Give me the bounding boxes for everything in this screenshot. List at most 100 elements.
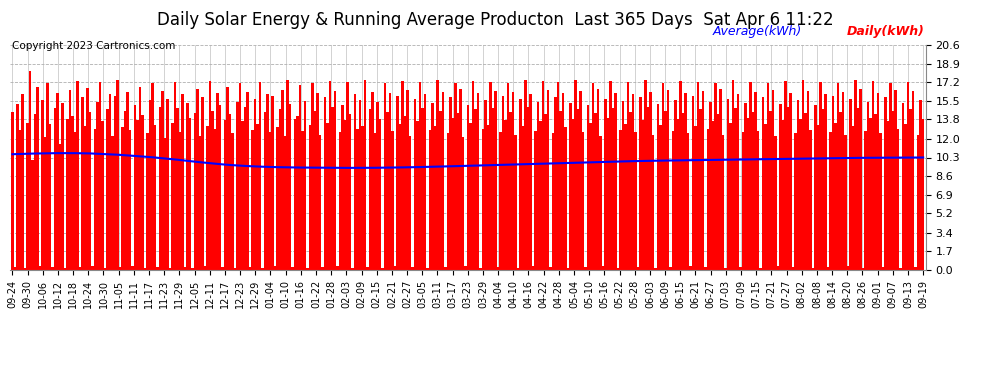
Bar	[366, 267, 369, 270]
Bar	[461, 137, 464, 270]
Bar	[551, 134, 554, 270]
Bar	[153, 125, 156, 270]
Bar	[635, 132, 637, 270]
Bar	[429, 130, 432, 270]
Bar	[14, 267, 16, 270]
Bar	[104, 268, 106, 270]
Bar	[587, 105, 589, 270]
Bar	[514, 135, 517, 270]
Bar	[11, 112, 14, 270]
Bar	[486, 125, 489, 270]
Bar	[371, 92, 374, 270]
Bar	[749, 82, 751, 270]
Bar	[489, 82, 492, 270]
Bar	[844, 135, 846, 270]
Bar	[877, 93, 879, 270]
Bar	[219, 105, 222, 270]
Bar	[920, 100, 922, 270]
Bar	[507, 83, 509, 270]
Bar	[324, 98, 327, 270]
Bar	[314, 111, 317, 270]
Bar	[707, 129, 709, 270]
Bar	[599, 136, 602, 270]
Bar	[319, 135, 322, 270]
Bar	[99, 82, 101, 270]
Bar	[504, 120, 507, 270]
Bar	[211, 111, 214, 270]
Bar	[532, 266, 534, 270]
Bar	[602, 266, 604, 270]
Bar	[761, 98, 764, 270]
Bar	[106, 110, 109, 270]
Bar	[874, 114, 877, 270]
Bar	[759, 268, 761, 270]
Bar	[756, 131, 759, 270]
Bar	[166, 99, 168, 270]
Bar	[279, 110, 281, 270]
Bar	[232, 134, 234, 270]
Bar	[735, 108, 737, 270]
Bar	[915, 267, 917, 270]
Bar	[73, 132, 76, 270]
Bar	[812, 268, 815, 270]
Bar	[419, 82, 422, 270]
Bar	[274, 266, 276, 270]
Bar	[476, 93, 479, 270]
Bar	[201, 98, 204, 270]
Bar	[306, 268, 309, 270]
Bar	[777, 266, 779, 270]
Bar	[134, 105, 137, 270]
Bar	[894, 90, 897, 270]
Bar	[807, 91, 809, 270]
Bar	[589, 123, 592, 270]
Bar	[379, 119, 381, 270]
Bar	[684, 93, 687, 270]
Bar	[846, 266, 849, 270]
Bar	[247, 92, 248, 270]
Bar	[63, 268, 66, 270]
Bar	[864, 131, 867, 270]
Bar	[163, 138, 166, 270]
Bar	[286, 80, 289, 270]
Bar	[94, 129, 96, 270]
Bar	[147, 134, 148, 270]
Bar	[256, 124, 258, 270]
Bar	[862, 268, 864, 270]
Bar	[569, 103, 571, 270]
Bar	[296, 116, 299, 270]
Bar	[422, 108, 424, 270]
Bar	[68, 90, 71, 270]
Bar	[222, 267, 224, 270]
Bar	[66, 119, 68, 270]
Bar	[751, 112, 754, 270]
Bar	[772, 90, 774, 270]
Bar	[546, 90, 549, 270]
Bar	[699, 110, 702, 270]
Bar	[897, 129, 899, 270]
Bar	[522, 126, 524, 270]
Bar	[217, 93, 219, 270]
Bar	[439, 111, 442, 270]
Bar	[329, 81, 332, 270]
Bar	[137, 120, 139, 270]
Bar	[186, 103, 189, 270]
Bar	[442, 92, 444, 270]
Bar	[299, 86, 301, 270]
Bar	[111, 136, 114, 270]
Bar	[374, 134, 376, 270]
Bar	[651, 135, 654, 270]
Bar	[494, 91, 497, 270]
Bar	[369, 110, 371, 270]
Bar	[16, 104, 19, 270]
Bar	[121, 127, 124, 270]
Bar	[640, 98, 642, 270]
Bar	[830, 132, 832, 270]
Bar	[746, 118, 749, 270]
Bar	[19, 130, 21, 270]
Bar	[389, 93, 391, 270]
Bar	[309, 125, 312, 270]
Bar	[854, 80, 856, 270]
Bar	[492, 108, 494, 270]
Bar	[534, 131, 537, 270]
Bar	[214, 129, 217, 270]
